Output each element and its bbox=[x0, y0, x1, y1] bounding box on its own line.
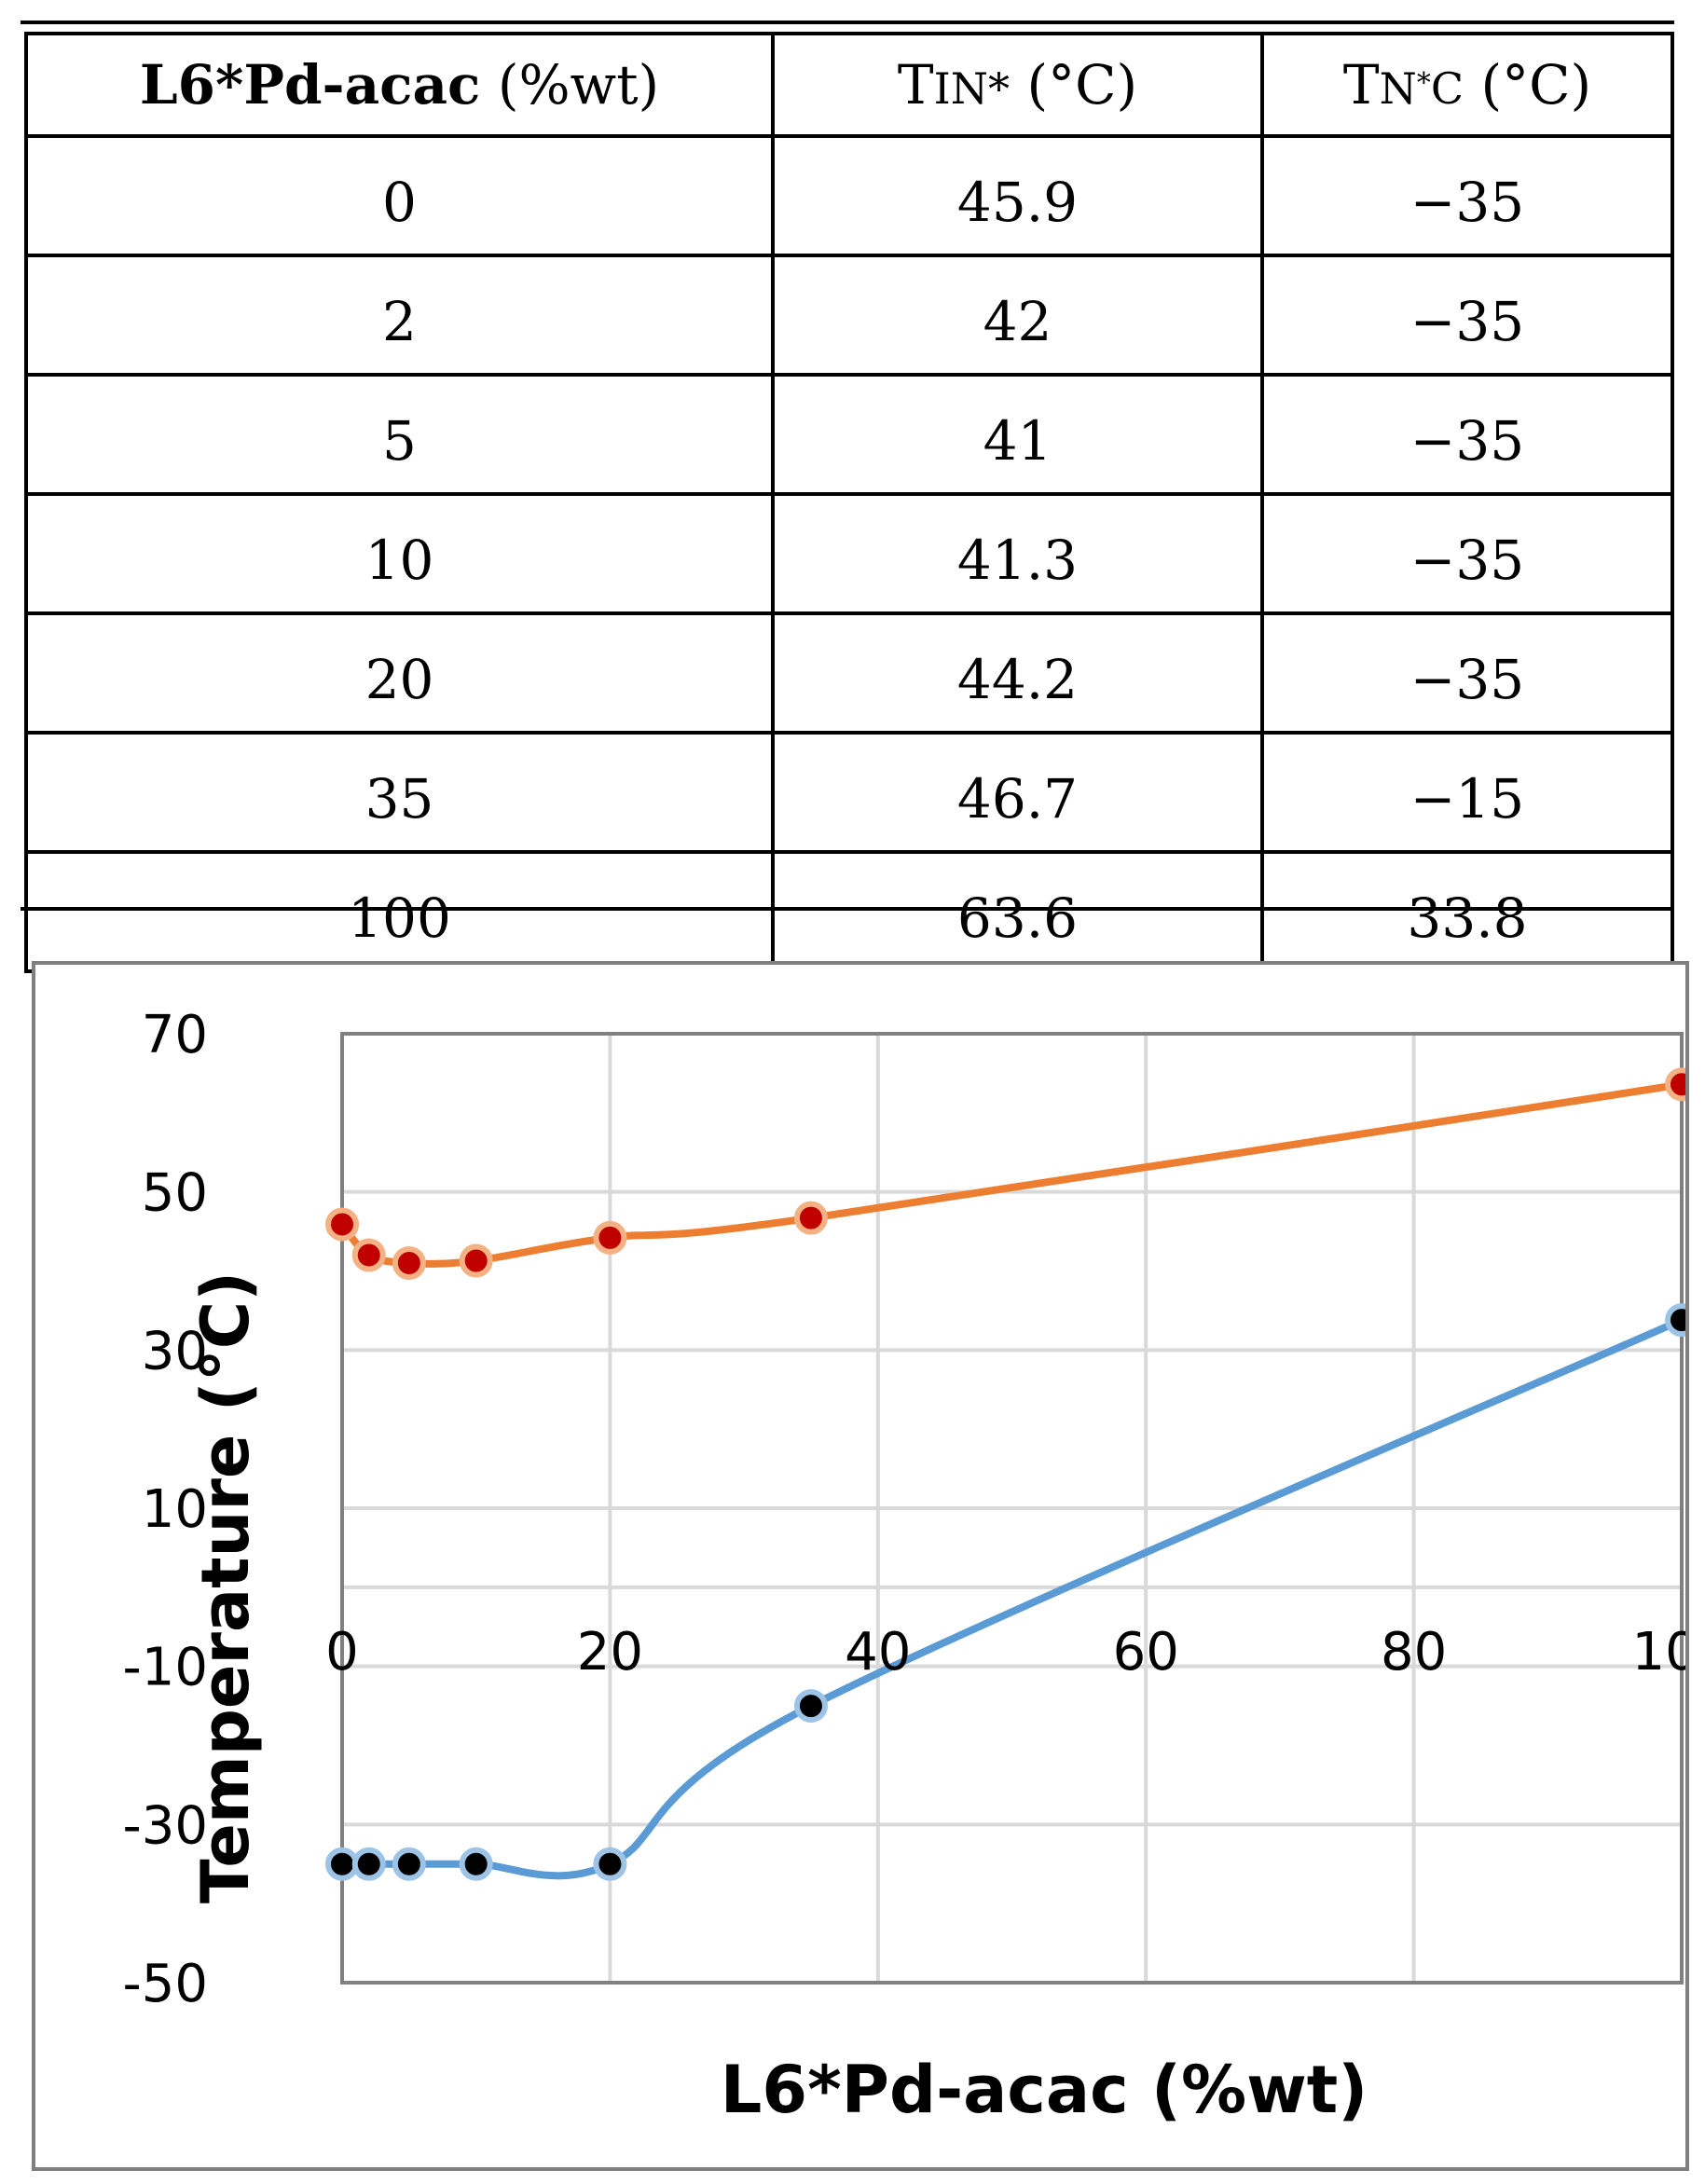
y-tick-label: 50 bbox=[142, 1163, 208, 1224]
cell-composition: 0 bbox=[24, 134, 775, 257]
cell-composition: 5 bbox=[24, 373, 775, 496]
plot-border bbox=[340, 1032, 1684, 1985]
cell-t-in: 41 bbox=[771, 373, 1264, 496]
cell-composition: 10 bbox=[24, 492, 775, 615]
chart-frame: -50 -30 -10 10 30 50 70 0 20 40 60 80 100 L6*Pd-acac… bbox=[32, 961, 1689, 2171]
y-tick-label: -30 bbox=[123, 1795, 208, 1856]
series-1-point bbox=[793, 1689, 828, 1724]
y-tick-label: 10 bbox=[142, 1479, 208, 1540]
cell-t-in: 42 bbox=[771, 254, 1264, 377]
series-0-point bbox=[459, 1243, 493, 1278]
cell-composition: 20 bbox=[24, 611, 775, 735]
y-tick-label: 30 bbox=[142, 1321, 208, 1381]
series-1-point bbox=[593, 1847, 627, 1881]
table-row: 20 44.2 −35 bbox=[24, 611, 1674, 735]
x-tick-label: 20 bbox=[577, 1622, 643, 1683]
cell-t-nc: −35 bbox=[1260, 134, 1674, 257]
cell-t-in: 41.3 bbox=[771, 492, 1264, 615]
x-tick-label: 100 bbox=[1632, 1622, 1685, 1683]
series-0-point bbox=[392, 1246, 426, 1281]
cell-t-nc: −15 bbox=[1260, 731, 1674, 854]
cell-t-nc: 33.8 bbox=[1260, 850, 1674, 973]
series-0-point bbox=[1665, 1067, 1685, 1102]
y-tick-label: -50 bbox=[123, 1954, 208, 2014]
series-1-point bbox=[351, 1847, 386, 1881]
series-1-point bbox=[1665, 1303, 1685, 1338]
cell-composition: 35 bbox=[24, 731, 775, 854]
x-tick-label: 0 bbox=[325, 1622, 359, 1683]
cell-t-in: 44.2 bbox=[771, 611, 1264, 735]
series-1-line bbox=[338, 1316, 1685, 1880]
cell-t-in: 46.7 bbox=[771, 731, 1264, 854]
cell-t-in: 63.6 bbox=[771, 850, 1264, 973]
x-tick-label: 80 bbox=[1381, 1622, 1447, 1683]
cell-t-in: 45.9 bbox=[771, 134, 1264, 257]
table-row: 5 41 −35 bbox=[24, 373, 1674, 496]
x-axis-title: L6*Pd-acac (%wt) bbox=[721, 2052, 1368, 2128]
series-1-point bbox=[325, 1847, 359, 1881]
cell-composition: 2 bbox=[24, 254, 775, 377]
cell-t-nc: −35 bbox=[1260, 373, 1674, 496]
series-0-line bbox=[338, 1080, 1685, 1268]
header-composition: L6*Pd-acac (%wt) bbox=[24, 32, 775, 138]
series-0-point bbox=[593, 1220, 627, 1255]
y-tick-label: -10 bbox=[123, 1638, 208, 1698]
y-axis-title: Temperature (°C) bbox=[187, 1271, 264, 1903]
x-tick-label: 40 bbox=[845, 1622, 911, 1683]
y-tick-label: 70 bbox=[142, 1005, 208, 1065]
data-table-container: L6*Pd-acac (%wt) TIN* (°C) TN*C (°C) 0 45… bbox=[21, 21, 1674, 973]
series-0-point bbox=[325, 1207, 359, 1242]
cell-t-nc: −35 bbox=[1260, 611, 1674, 735]
header-t-in: TIN* (°C) bbox=[771, 32, 1264, 138]
line-chart: -50 -30 -10 10 30 50 70 0 20 40 60 80 100 L6*Pd-acac… bbox=[123, 1005, 1685, 2128]
data-table: L6*Pd-acac (%wt) TIN* (°C) TN*C (°C) 0 45… bbox=[24, 32, 1674, 973]
table-row: 2 42 −35 bbox=[24, 254, 1674, 377]
series-1-point bbox=[392, 1847, 426, 1881]
series-1-point bbox=[459, 1847, 493, 1881]
series-0-point bbox=[351, 1238, 386, 1272]
cell-composition: 100 bbox=[24, 850, 775, 973]
cell-t-nc: −35 bbox=[1260, 254, 1674, 377]
table-row: 10 41.3 −35 bbox=[24, 492, 1674, 615]
table-row: 100 63.6 33.8 bbox=[24, 850, 1674, 973]
table-row: 0 45.9 −35 bbox=[24, 134, 1674, 257]
table-row: 35 46.7 −15 bbox=[24, 731, 1674, 854]
cell-t-nc: −35 bbox=[1260, 492, 1674, 615]
x-tick-label: 60 bbox=[1113, 1622, 1179, 1683]
series-0-point bbox=[793, 1201, 828, 1235]
table-header-row: L6*Pd-acac (%wt) TIN* (°C) TN*C (°C) bbox=[24, 32, 1674, 138]
header-t-nc: TN*C (°C) bbox=[1260, 32, 1674, 138]
